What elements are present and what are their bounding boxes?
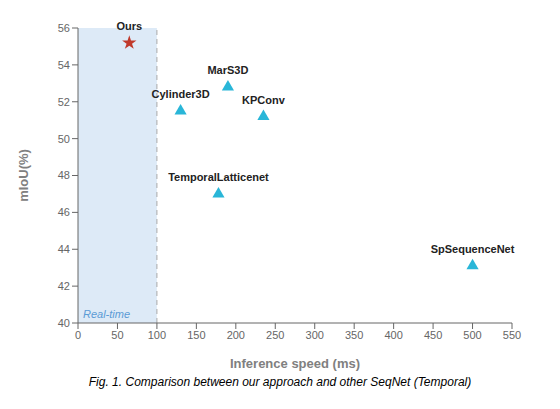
svg-text:48: 48 [58,169,70,181]
svg-text:Real-time: Real-time [83,308,130,320]
svg-text:SpSequenceNet: SpSequenceNet [431,243,515,255]
svg-text:Cylinder3D: Cylinder3D [152,88,210,100]
svg-text:500: 500 [463,329,481,341]
svg-text:46: 46 [58,206,70,218]
svg-text:Ours: Ours [116,20,142,32]
svg-text:52: 52 [58,96,70,108]
svg-text:40: 40 [58,317,70,329]
svg-text:100: 100 [148,329,166,341]
svg-text:150: 150 [187,329,205,341]
svg-text:0: 0 [75,329,81,341]
svg-text:300: 300 [306,329,324,341]
svg-text:50: 50 [58,133,70,145]
svg-text:44: 44 [58,243,70,255]
svg-text:50: 50 [111,329,123,341]
svg-text:MarS3D: MarS3D [207,64,248,76]
svg-text:200: 200 [227,329,245,341]
svg-text:42: 42 [58,280,70,292]
svg-text:KPConv: KPConv [242,94,286,106]
svg-text:TemporalLatticenet: TemporalLatticenet [168,171,269,183]
svg-text:450: 450 [424,329,442,341]
svg-text:550: 550 [503,329,521,341]
svg-text:350: 350 [345,329,363,341]
svg-text:Inference speed (ms): Inference speed (ms) [230,356,360,371]
svg-text:54: 54 [58,59,70,71]
svg-text:250: 250 [266,329,284,341]
svg-text:56: 56 [58,22,70,34]
svg-text:mIoU(%): mIoU(%) [16,149,31,202]
svg-text:400: 400 [384,329,402,341]
html-text:Fig. 1. Comparison between our: Fig. 1. Comparison between our approach … [88,375,472,389]
